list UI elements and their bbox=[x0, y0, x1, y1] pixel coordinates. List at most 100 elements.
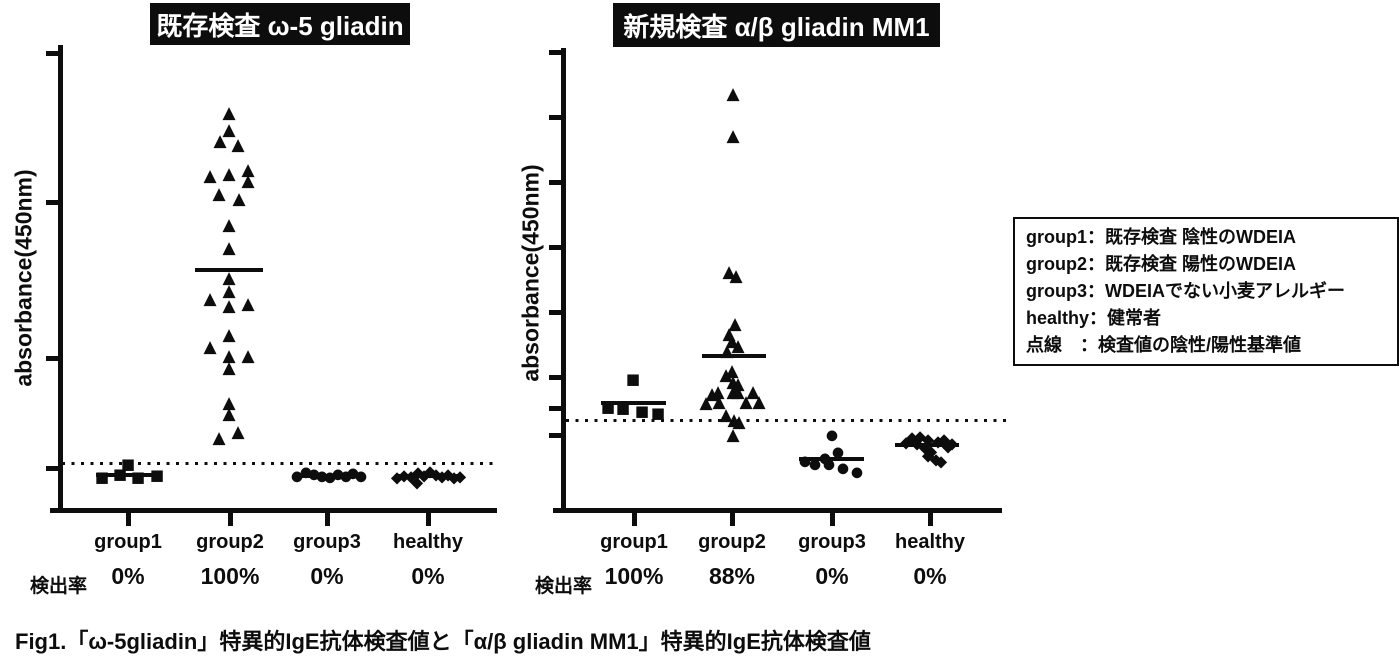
x-axis-tick bbox=[126, 513, 131, 526]
data-point-triangle: ▲ bbox=[729, 266, 743, 287]
y-axis-tick bbox=[549, 406, 561, 411]
y-axis-tick bbox=[549, 50, 561, 55]
chart-left-title: 既存検査 ω-5 gliadin bbox=[150, 3, 410, 45]
x-axis-tick bbox=[325, 513, 330, 526]
data-point-triangle: ▲ bbox=[722, 262, 736, 283]
data-point-triangle: ▲ bbox=[731, 336, 745, 357]
data-point-circle: ● bbox=[822, 456, 836, 473]
y-axis-tick bbox=[46, 356, 58, 361]
y-axis-tick bbox=[549, 375, 561, 380]
detection-rate-group2: 88% bbox=[708, 563, 756, 589]
data-point-circle: ● bbox=[850, 464, 864, 481]
detection-rate-healthy: 0% bbox=[411, 563, 445, 589]
y-axis-tick bbox=[46, 466, 58, 471]
detection-rate-group1: 0% bbox=[111, 563, 145, 589]
legend-item-healthy: healthy：健常者 bbox=[1026, 308, 1162, 328]
data-point-triangle: ▲ bbox=[203, 337, 217, 358]
data-point-triangle: ▲ bbox=[212, 428, 226, 449]
data-point-triangle: ▲ bbox=[231, 135, 245, 156]
mean-line-healthy bbox=[395, 474, 461, 478]
data-point-circle: ● bbox=[825, 427, 839, 444]
data-point-square: ■ bbox=[120, 455, 136, 474]
data-point-triangle: ▲ bbox=[241, 346, 255, 367]
data-point-triangle: ▲ bbox=[699, 393, 713, 414]
data-point-triangle: ▲ bbox=[222, 404, 236, 425]
data-point-square: ■ bbox=[634, 402, 650, 421]
data-point-triangle: ▲ bbox=[712, 392, 726, 413]
x-axis-tick bbox=[426, 513, 431, 526]
data-point-triangle: ▲ bbox=[711, 382, 725, 403]
data-point-triangle: ▲ bbox=[241, 294, 255, 315]
data-point-diamond: ◆ bbox=[410, 472, 424, 492]
data-point-triangle: ▲ bbox=[222, 103, 236, 124]
chart-left-detection-rate-label: 検出率 bbox=[30, 576, 88, 597]
category-label-group2: group2 bbox=[698, 531, 766, 553]
data-point-triangle: ▲ bbox=[231, 422, 245, 443]
data-point-circle: ● bbox=[354, 468, 368, 485]
data-point-triangle: ▲ bbox=[212, 184, 226, 205]
data-point-circle: ● bbox=[836, 460, 850, 477]
data-point-triangle: ▲ bbox=[727, 410, 741, 431]
data-point-triangle: ▲ bbox=[752, 392, 766, 413]
detection-rate-group2: 100% bbox=[200, 563, 260, 589]
data-point-triangle: ▲ bbox=[222, 281, 236, 302]
data-point-triangle: ▲ bbox=[726, 126, 740, 147]
mean-line-group3 bbox=[799, 457, 864, 461]
threshold-dotted-line bbox=[566, 419, 1010, 422]
detection-rate-group1: 100% bbox=[604, 563, 664, 589]
figure-caption: Fig1.「ω-5gliadin」特異的IgE抗体検査値と「α/β gliadi… bbox=[15, 629, 871, 654]
data-point-diamond: ◆ bbox=[921, 445, 935, 465]
chart-right-detection-rate-label: 検出率 bbox=[535, 576, 593, 597]
category-label-group3: group3 bbox=[798, 531, 866, 553]
y-axis-tick bbox=[46, 200, 58, 205]
data-point-triangle: ▲ bbox=[726, 84, 740, 105]
x-axis-tick bbox=[632, 513, 637, 526]
data-point-triangle: ▲ bbox=[222, 325, 236, 346]
data-point-triangle: ▲ bbox=[232, 189, 246, 210]
data-point-triangle: ▲ bbox=[731, 382, 745, 403]
category-label-group1: group1 bbox=[600, 531, 668, 553]
category-label-group3: group3 bbox=[293, 531, 361, 553]
chart-left-title-text: 既存検査 ω-5 gliadin bbox=[156, 10, 404, 41]
data-point-triangle: ▲ bbox=[726, 372, 740, 393]
data-point-triangle: ▲ bbox=[732, 412, 746, 433]
x-axis-tick bbox=[830, 513, 835, 526]
y-axis-tick bbox=[549, 180, 561, 185]
mean-line-group3 bbox=[294, 474, 361, 478]
data-point-square: ■ bbox=[650, 404, 666, 423]
category-label-group2: group2 bbox=[196, 531, 264, 553]
legend-item-group3: group3：WDEIAでない小麦アレルギー bbox=[1026, 281, 1345, 301]
legend: group1：既存検査 陰性のWDEIA group2：既存検査 陽性のWDEI… bbox=[1013, 217, 1399, 366]
data-point-circle: ● bbox=[831, 444, 845, 461]
chart-right-title-text: 新規検査 α/β gliadin MM1 bbox=[623, 11, 930, 42]
legend-item-dotted-line: 点線 ：検査値の陰性/陽性基準値 bbox=[1026, 335, 1301, 355]
data-point-triangle: ▲ bbox=[241, 160, 255, 181]
data-point-square: ■ bbox=[625, 370, 641, 389]
threshold-dotted-line bbox=[62, 462, 493, 465]
legend-item-group1: group1：既存検査 陰性のWDEIA bbox=[1026, 227, 1296, 247]
data-point-triangle: ▲ bbox=[222, 346, 236, 367]
data-point-triangle: ▲ bbox=[746, 382, 760, 403]
data-point-circle: ● bbox=[808, 456, 822, 473]
data-point-triangle: ▲ bbox=[222, 358, 236, 379]
category-label-healthy: healthy bbox=[392, 531, 464, 553]
mean-line-healthy bbox=[895, 443, 959, 447]
x-axis-tick bbox=[928, 513, 933, 526]
category-label-group1: group1 bbox=[94, 531, 162, 553]
x-axis bbox=[50, 508, 497, 513]
data-point-diamond: ◆ bbox=[934, 451, 948, 471]
data-point-triangle: ▲ bbox=[222, 268, 236, 289]
y-axis-tick bbox=[549, 310, 561, 315]
data-point-triangle: ▲ bbox=[222, 120, 236, 141]
data-point-triangle: ▲ bbox=[203, 289, 217, 310]
data-point-triangle: ▲ bbox=[728, 314, 742, 335]
mean-line-group1 bbox=[601, 401, 666, 405]
mean-line-group1 bbox=[96, 473, 161, 477]
data-point-triangle: ▲ bbox=[203, 166, 217, 187]
x-axis-tick bbox=[730, 513, 735, 526]
y-axis-tick bbox=[46, 51, 58, 56]
data-point-triangle: ▲ bbox=[725, 361, 739, 382]
data-point-triangle: ▲ bbox=[213, 131, 227, 152]
